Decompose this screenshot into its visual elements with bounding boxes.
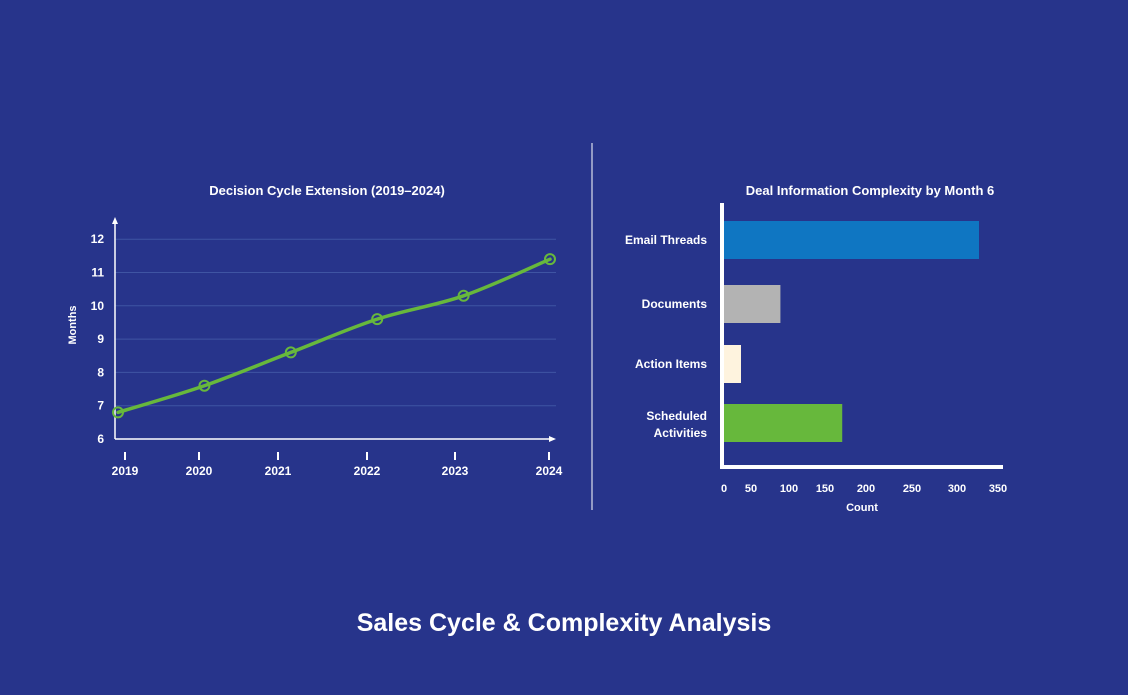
bar-chart-title: Deal Information Complexity by Month 6 xyxy=(746,183,994,198)
line-chart-y-tick-label: 8 xyxy=(97,365,104,379)
line-chart-data-point xyxy=(198,379,211,392)
line-chart-data-point xyxy=(371,313,384,326)
line-chart-y-tick-label: 11 xyxy=(91,266,104,280)
line-chart-gridlines xyxy=(115,238,556,407)
line-chart-y-axis-arrow xyxy=(112,217,118,224)
bar-chart-x-ticks: 0 50 100 150 200 250 300 350 xyxy=(721,483,1007,495)
bar-chart-x-tick-label: 250 xyxy=(903,483,921,495)
bar-chart-bar xyxy=(724,345,741,383)
bar-chart-x-tick-label: 50 xyxy=(745,483,757,495)
bar-chart-bar xyxy=(724,221,979,259)
bar-chart-category-labels: Email Threads Documents Action Items Schedu… xyxy=(625,233,707,440)
bar-chart-category-label: Scheduled xyxy=(646,409,707,423)
line-chart-x-tick-label: 2019 xyxy=(112,464,139,478)
bar-chart-bars xyxy=(724,221,979,442)
line-chart: Decision Cycle Extension (2019–2024) 6 7 8… xyxy=(67,183,563,478)
page-title: Sales Cycle & Complexity Analysis xyxy=(357,609,772,637)
bar-chart-category-label: Email Threads xyxy=(625,233,707,247)
line-chart-y-tick-label: 12 xyxy=(91,232,105,246)
line-chart-y-ticks: 6 7 8 9 10 11 12 xyxy=(91,232,105,446)
line-chart-title: Decision Cycle Extension (2019–2024) xyxy=(209,183,445,198)
line-chart-x-axis-arrow xyxy=(549,436,556,442)
line-chart-y-tick-label: 6 xyxy=(97,432,104,446)
bar-chart-category-label: Documents xyxy=(642,297,708,311)
line-chart-y-tick-label: 9 xyxy=(97,332,104,346)
line-chart-series xyxy=(112,253,556,419)
line-chart-axes xyxy=(112,217,556,442)
bar-chart-x-tick-label: 150 xyxy=(816,483,834,495)
line-chart-y-axis-label: Months xyxy=(67,305,79,344)
line-chart-data-point xyxy=(544,253,556,266)
line-chart-x-ticks: 2019 2020 2021 2022 2023 2024 xyxy=(112,452,563,478)
bar-chart-x-tick-label: 350 xyxy=(989,483,1007,495)
line-chart-data-point xyxy=(457,289,470,302)
line-chart-y-tick-label: 10 xyxy=(91,299,105,313)
bar-chart: Deal Information Complexity by Month 6 E… xyxy=(625,183,1007,514)
bar-chart-category-label: Activities xyxy=(654,426,708,440)
bar-chart-x-tick-label: 300 xyxy=(948,483,966,495)
bar-chart-bar xyxy=(724,404,843,442)
line-chart-data-point xyxy=(284,346,297,359)
bar-chart-bar xyxy=(724,285,781,323)
bar-chart-x-tick-label: 100 xyxy=(780,483,798,495)
line-chart-y-tick-label: 7 xyxy=(97,399,104,413)
bar-chart-category-label: Action Items xyxy=(635,357,707,371)
line-chart-series-line xyxy=(116,257,552,415)
bar-chart-x-tick-label: 0 xyxy=(721,483,727,495)
line-chart-x-tick-label: 2022 xyxy=(354,464,381,478)
bar-chart-axes xyxy=(720,203,1003,469)
line-chart-x-tick-label: 2024 xyxy=(536,464,563,478)
line-chart-x-tick-label: 2023 xyxy=(442,464,469,478)
line-chart-x-tick-label: 2020 xyxy=(186,464,213,478)
bar-chart-x-tick-label: 200 xyxy=(857,483,875,495)
line-chart-data-point xyxy=(112,406,124,419)
line-chart-x-tick-label: 2021 xyxy=(265,464,292,478)
bar-chart-x-axis-label: Count xyxy=(846,502,878,514)
